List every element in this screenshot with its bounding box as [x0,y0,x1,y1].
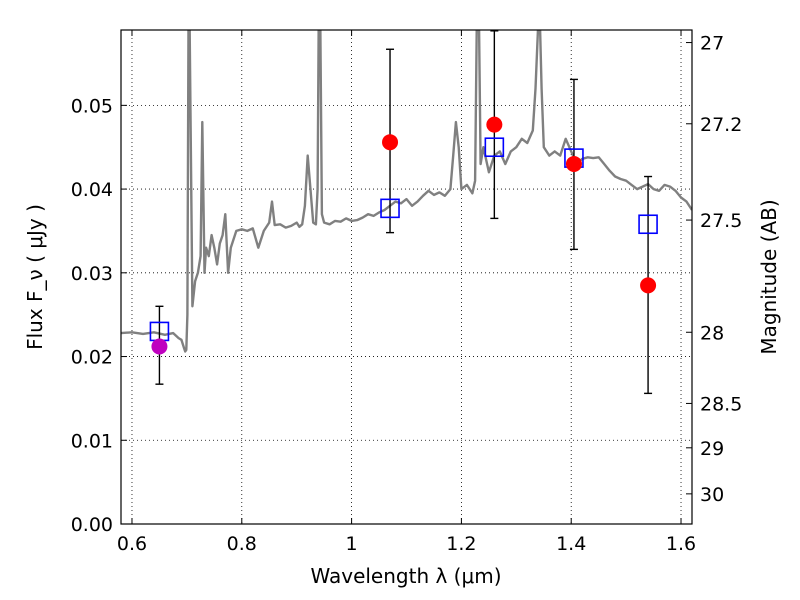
x-tick-label: 0.6 [117,533,147,555]
grid [121,30,692,524]
x-tick-label: 1.4 [556,533,586,555]
right-tick-label: 27.5 [700,210,742,232]
observed-flux-point [382,134,399,151]
plot-frame [120,29,693,525]
observed-flux-point [486,116,503,133]
x-tick-label: 1 [346,533,358,555]
y-tick-label: 0.05 [71,95,113,117]
y-tick-label: 0.03 [71,263,113,285]
model-spectrum [121,30,692,353]
observed-flux-point [151,338,168,355]
right-axis-label: Magnitude (AB) [757,199,781,354]
right-tick-label: 28.5 [700,393,742,415]
x-axis-label: Wavelength λ (μm) [310,564,501,588]
right-tick-label: 30 [700,484,724,506]
model-photometry-square [638,214,658,235]
right-tick-label: 27 [700,33,724,55]
model-photometry-square [380,198,400,219]
y-tick-label: 0.00 [71,514,113,536]
y-axis-label: Flux F_ν ( μJy ) [23,204,47,350]
error-bars [155,30,653,395]
right-tick-label: 27.2 [700,114,742,136]
y-axis-ticks: 0.00 0.01 0.02 0.03 0.04 0.05 [71,95,127,536]
right-tick-label: 29 [700,438,724,460]
x-tick-label: 1.2 [446,533,476,555]
observed-flux-point [640,277,657,294]
right-tick-label: 28 [700,322,724,344]
x-axis-ticks: 0.6 0.8 1 1.2 1.4 1.6 [117,30,696,555]
x-tick-label: 0.8 [227,533,257,555]
y-tick-label: 0.01 [71,430,113,452]
model-photometry-square [484,137,505,158]
x-tick-label: 1.6 [666,533,696,555]
spectrum-line [121,30,692,353]
y-tick-label: 0.04 [71,179,113,201]
y-tick-label: 0.02 [71,347,113,369]
right-axis-ticks: 27 27.2 27.5 28 28.5 29 30 [686,33,742,506]
observed-flux-point [565,155,582,172]
observed-flux-markers [151,116,657,355]
